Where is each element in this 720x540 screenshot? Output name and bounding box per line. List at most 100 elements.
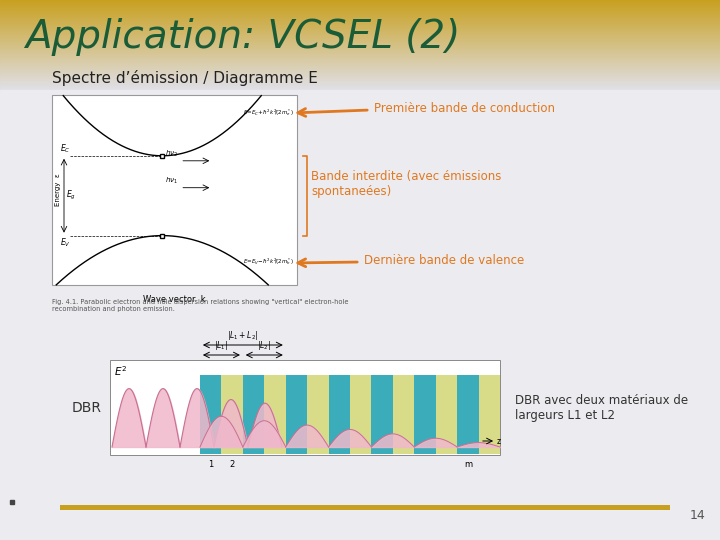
Bar (0, 11, 720, 12)
Text: $E\!=\!E_C\!+\!\hbar^2k^2\!/\!(2m_e^*)$: $E\!=\!E_C\!+\!\hbar^2k^2\!/\!(2m_e^*)$ (243, 107, 294, 118)
Text: Spectre d’émission / Diagramme E: Spectre d’émission / Diagramme E (52, 70, 318, 86)
Bar (264, 375, 286, 454)
Text: 2: 2 (230, 460, 235, 469)
Bar (0, 35, 720, 36)
Bar (0, 20, 720, 21)
Bar (0, 59, 720, 60)
Bar (52, 95, 297, 285)
Text: Wave vector  k: Wave vector k (143, 295, 206, 304)
Bar (0, 78, 720, 79)
Text: Première bande de conduction: Première bande de conduction (374, 102, 555, 114)
Bar (0, 55, 720, 56)
Bar (0, 26, 720, 27)
Bar (0, 46, 720, 47)
Bar (0, 7, 720, 8)
Bar (0, 81, 720, 82)
Bar (0, 82, 720, 83)
Bar (0, 76, 720, 77)
Bar (0, 37, 720, 38)
Bar (0, 4, 720, 5)
Bar (393, 375, 414, 454)
Bar (0, 21, 720, 22)
Text: Application: VCSEL (2): Application: VCSEL (2) (25, 18, 460, 56)
Bar (0, 63, 720, 64)
Text: DBR avec deux matériaux de
largeurs L1 et L2: DBR avec deux matériaux de largeurs L1 e… (515, 394, 688, 422)
Bar (0, 13, 720, 14)
Bar (222, 375, 243, 454)
Bar (307, 375, 328, 454)
Bar (414, 375, 436, 454)
Text: Energy  ε: Energy ε (55, 174, 61, 206)
Text: Bande interdite (avec émissions
spontaneées): Bande interdite (avec émissions spontane… (311, 170, 501, 198)
Bar (0, 85, 720, 86)
Bar (0, 68, 720, 69)
Bar (0, 38, 720, 39)
Bar (0, 23, 720, 24)
Text: $|L_1+L_2|$: $|L_1+L_2|$ (228, 329, 258, 342)
Bar (0, 87, 720, 88)
Bar (243, 375, 264, 454)
Bar (0, 2, 720, 3)
Bar (372, 375, 393, 454)
Bar (479, 375, 500, 454)
Bar (286, 375, 307, 454)
Bar (0, 71, 720, 72)
Bar (0, 33, 720, 34)
Text: z: z (497, 436, 501, 446)
Bar (0, 60, 720, 61)
Bar (350, 375, 372, 454)
Bar (0, 19, 720, 20)
Text: $E^2$: $E^2$ (114, 364, 127, 378)
Bar (0, 67, 720, 68)
Bar (0, 27, 720, 28)
Bar (0, 31, 720, 32)
Text: m: m (464, 460, 472, 469)
Bar (0, 75, 720, 76)
Text: Fig. 4.1. Parabolic electron and hole dispersion relations showing "vertical" el: Fig. 4.1. Parabolic electron and hole di… (52, 299, 348, 312)
Bar (0, 53, 720, 54)
Bar (0, 28, 720, 29)
Bar (0, 42, 720, 43)
Bar (0, 48, 720, 49)
Bar (0, 43, 720, 44)
Text: $h\nu_1$: $h\nu_1$ (166, 176, 179, 186)
Bar (0, 25, 720, 26)
Bar (0, 24, 720, 25)
Bar (0, 79, 720, 80)
Bar (0, 40, 720, 41)
Bar (0, 89, 720, 90)
Text: 14: 14 (689, 509, 705, 522)
Bar (328, 375, 350, 454)
Bar (0, 49, 720, 50)
Bar (0, 56, 720, 57)
Bar (0, 10, 720, 11)
Bar (0, 16, 720, 17)
Text: $E_g$: $E_g$ (66, 189, 76, 202)
Bar (0, 57, 720, 58)
Bar (0, 86, 720, 87)
Bar (0, 52, 720, 53)
Bar (0, 80, 720, 81)
Bar (0, 0, 720, 1)
Text: $E_V$: $E_V$ (60, 237, 71, 249)
Bar (0, 41, 720, 42)
Bar (0, 5, 720, 6)
Text: Dernière bande de valence: Dernière bande de valence (364, 253, 524, 267)
Bar (0, 62, 720, 63)
Bar (436, 375, 457, 454)
Bar (0, 17, 720, 18)
Bar (0, 9, 720, 10)
Bar (0, 73, 720, 74)
Text: DBR: DBR (72, 401, 102, 415)
Bar (0, 22, 720, 23)
Bar (0, 32, 720, 33)
Bar (0, 50, 720, 51)
Bar (0, 47, 720, 48)
Bar (0, 66, 720, 67)
Bar (0, 74, 720, 75)
Text: $h\nu_2$: $h\nu_2$ (166, 149, 179, 159)
Bar (0, 1, 720, 2)
Bar (110, 360, 500, 455)
Bar (0, 84, 720, 85)
Text: $|L_2|$: $|L_2|$ (257, 339, 271, 352)
